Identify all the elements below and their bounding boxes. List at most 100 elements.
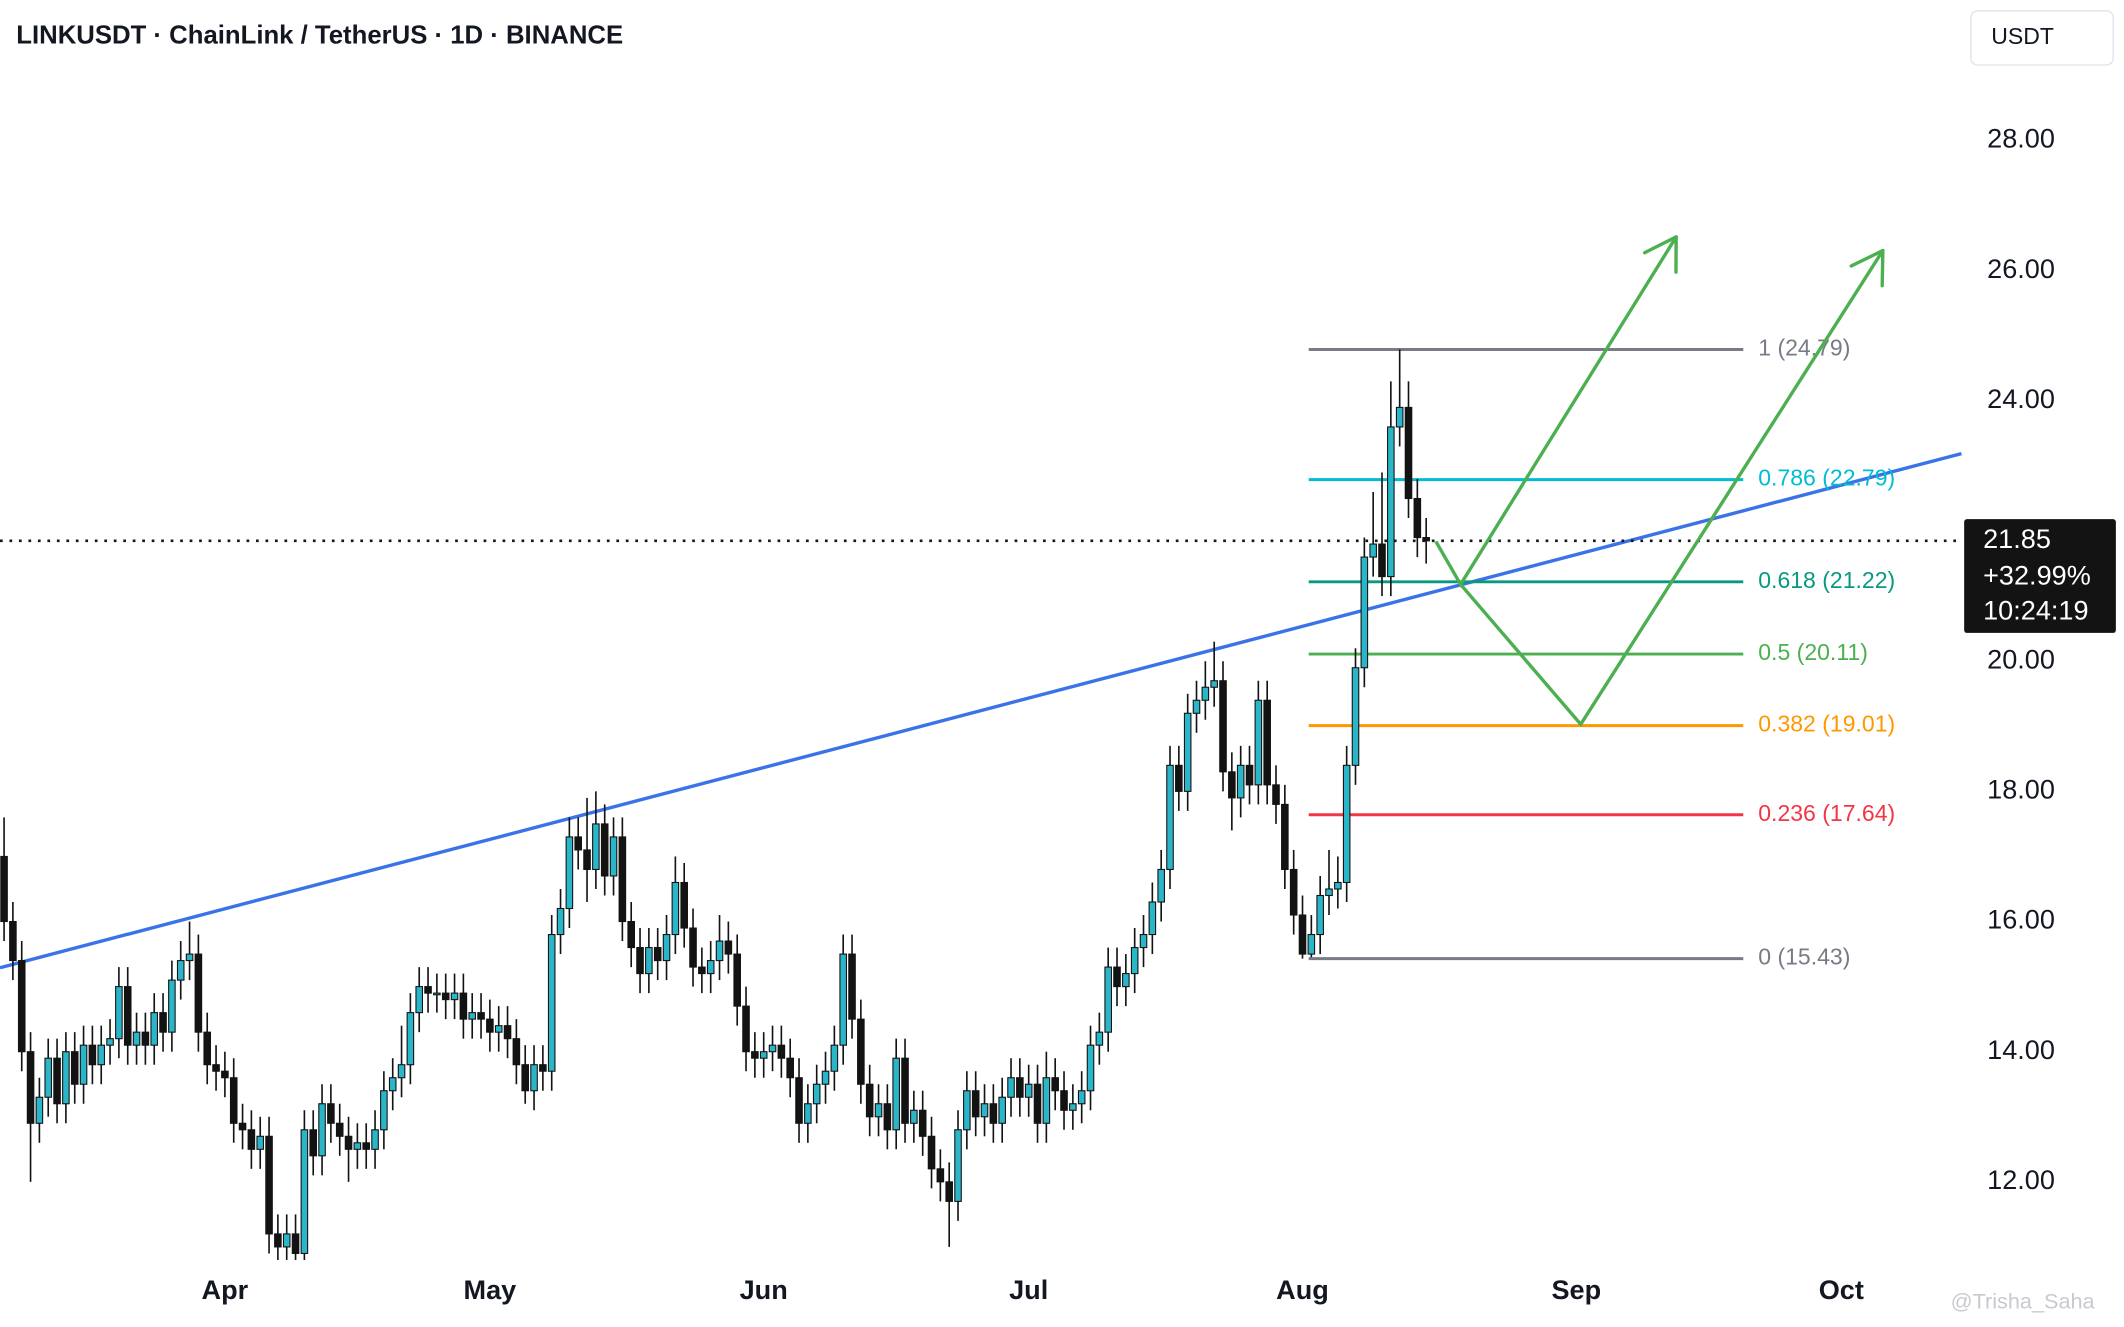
candle-body bbox=[1069, 1103, 1077, 1111]
candle-body bbox=[247, 1129, 256, 1150]
candle-body bbox=[821, 1070, 830, 1085]
candle-body bbox=[839, 953, 847, 1046]
candle-body bbox=[927, 1135, 936, 1170]
watermark: @Trisha_Saha bbox=[1951, 1288, 2096, 1313]
candle-body bbox=[256, 1135, 265, 1150]
candle-body bbox=[1272, 784, 1280, 805]
currency-button-label[interactable]: USDT bbox=[1991, 23, 2054, 49]
arrow-head bbox=[1849, 248, 1885, 268]
candle-body bbox=[494, 1025, 503, 1033]
candle-body bbox=[115, 986, 123, 1040]
candle-body bbox=[229, 1077, 238, 1124]
candle-body bbox=[1086, 1044, 1095, 1092]
candle-body bbox=[1413, 497, 1422, 539]
candle-body bbox=[1166, 764, 1174, 871]
fib-label: 0 (15.43) bbox=[1758, 944, 1850, 970]
candle-body bbox=[901, 1057, 909, 1124]
candle-body bbox=[547, 934, 556, 1072]
y-tick-label: 18.00 bbox=[1987, 774, 2055, 805]
candle-body bbox=[804, 1103, 812, 1124]
candle-body bbox=[1201, 686, 1210, 701]
candle-body bbox=[530, 1064, 538, 1092]
fib-label: 0.382 (19.01) bbox=[1758, 711, 1895, 737]
candle-body bbox=[1351, 667, 1360, 766]
candle-body bbox=[689, 927, 697, 968]
candle-body bbox=[35, 1096, 44, 1124]
y-tick-label: 14.00 bbox=[1987, 1034, 2055, 1065]
candle-body bbox=[406, 1012, 415, 1066]
arrow-head bbox=[1642, 235, 1678, 255]
candle-body bbox=[618, 836, 627, 923]
candle-body bbox=[777, 1044, 786, 1059]
candle-body bbox=[1175, 764, 1183, 792]
fib-label: 0.5 (20.11) bbox=[1758, 639, 1868, 665]
candle-body bbox=[574, 836, 582, 851]
candle-body bbox=[477, 1012, 485, 1020]
candle-body bbox=[141, 1031, 150, 1046]
x-tick-label: May bbox=[464, 1274, 517, 1305]
countdown-label: 10:24:19 bbox=[1983, 595, 2088, 626]
candle-body bbox=[459, 992, 468, 1020]
candle-body bbox=[910, 1109, 918, 1124]
candle-body bbox=[503, 1025, 512, 1040]
candle-body bbox=[848, 953, 856, 1020]
candle-body bbox=[698, 966, 706, 975]
candle-body bbox=[653, 947, 662, 962]
candle-body bbox=[998, 1096, 1006, 1124]
candle-body bbox=[1236, 764, 1245, 799]
candle-body bbox=[1360, 556, 1369, 669]
candle-body bbox=[1378, 543, 1386, 578]
candle-body bbox=[53, 1057, 61, 1105]
candle-body bbox=[751, 1051, 759, 1059]
candle-body bbox=[1254, 699, 1263, 786]
candle-body bbox=[159, 1012, 167, 1033]
candle-body bbox=[221, 1070, 229, 1079]
candle-body bbox=[97, 1044, 106, 1066]
candle-body bbox=[26, 1051, 35, 1124]
y-tick-label: 12.00 bbox=[1987, 1164, 2055, 1195]
x-tick-label: Aug bbox=[1276, 1274, 1329, 1305]
candle-body bbox=[715, 940, 724, 962]
candle-body bbox=[282, 1233, 291, 1248]
candle-body bbox=[397, 1064, 406, 1079]
price-change-label: +32.99% bbox=[1983, 560, 2091, 591]
candle-body bbox=[450, 992, 459, 1001]
currency-button[interactable]: USDT bbox=[1970, 10, 2114, 66]
y-tick-label: 26.00 bbox=[1987, 253, 2055, 284]
candle-body bbox=[194, 953, 203, 1033]
candle-body bbox=[1113, 966, 1121, 988]
candle-body bbox=[380, 1090, 388, 1131]
trendline bbox=[0, 451, 1962, 970]
candle-body bbox=[371, 1129, 379, 1150]
candle-body bbox=[1024, 1083, 1033, 1098]
candle-body bbox=[388, 1077, 397, 1092]
candle-body bbox=[1095, 1031, 1104, 1046]
candle-body bbox=[176, 960, 185, 981]
fib-label: 0.618 (21.22) bbox=[1758, 567, 1895, 593]
candle-body bbox=[88, 1044, 97, 1066]
candle-body bbox=[0, 855, 8, 923]
candle-body bbox=[1130, 947, 1139, 975]
currency-button-frame[interactable] bbox=[1970, 10, 2114, 66]
candle-body bbox=[936, 1168, 945, 1183]
candle-body bbox=[1404, 406, 1413, 500]
candle-body bbox=[17, 960, 26, 1053]
candle-body bbox=[812, 1083, 821, 1105]
candle-body bbox=[892, 1057, 900, 1131]
x-tick-label: Apr bbox=[202, 1274, 249, 1305]
candle-body bbox=[335, 1122, 344, 1137]
y-tick-label: 28.00 bbox=[1987, 123, 2055, 154]
candle-body bbox=[1007, 1077, 1015, 1098]
candle-body bbox=[583, 849, 591, 871]
candle-body bbox=[353, 1142, 362, 1150]
candle-body bbox=[865, 1083, 874, 1118]
candle-body bbox=[521, 1064, 530, 1092]
candle-body bbox=[874, 1103, 883, 1118]
candle-body bbox=[733, 953, 741, 1007]
candle-body bbox=[971, 1090, 980, 1118]
price-box bbox=[1964, 519, 2116, 633]
candle-body bbox=[1325, 888, 1333, 897]
fib-label: 0.236 (17.64) bbox=[1758, 800, 1895, 826]
candle-body bbox=[1122, 973, 1130, 988]
candle-body bbox=[1387, 426, 1395, 578]
